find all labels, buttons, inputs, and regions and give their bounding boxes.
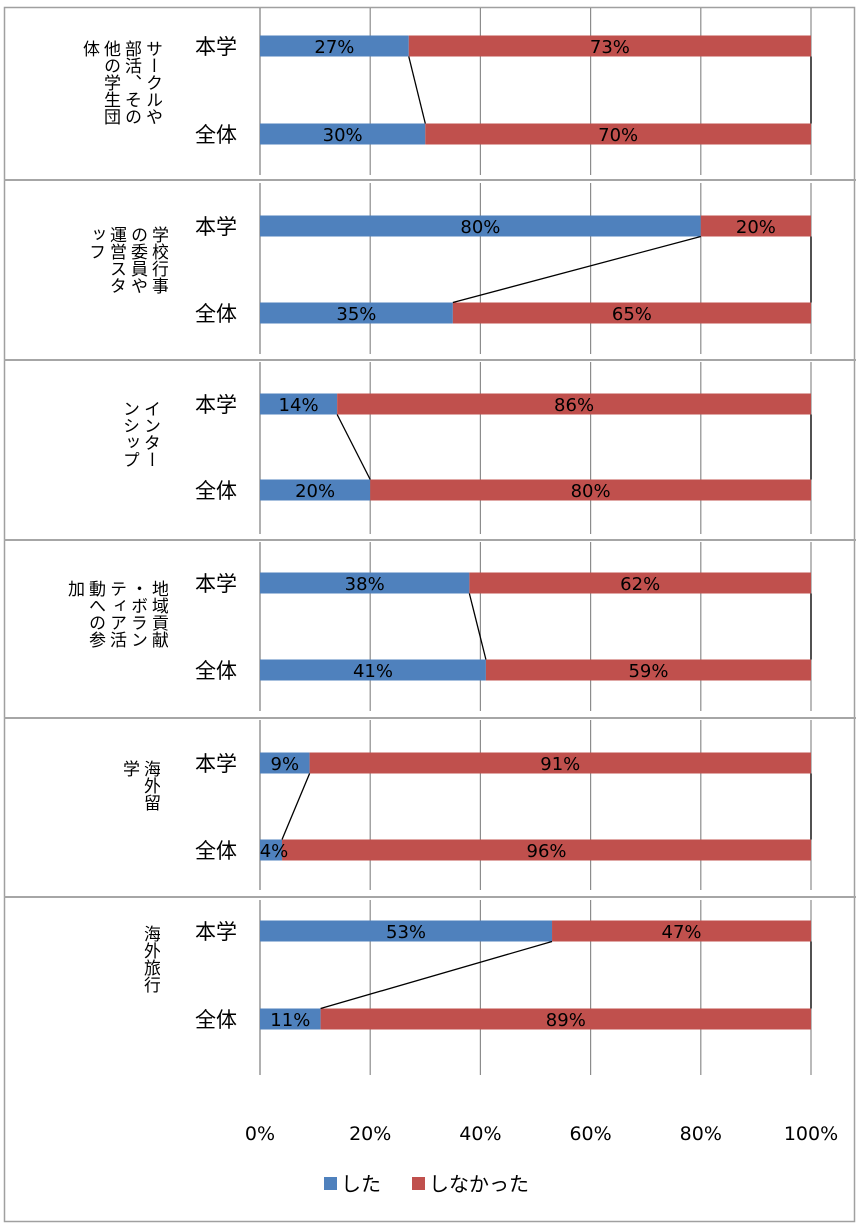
bar-segment-shinakatta bbox=[370, 479, 811, 501]
bar-segment-shinakatta bbox=[320, 1008, 811, 1030]
data-label: 4% bbox=[260, 841, 289, 862]
data-label: 80% bbox=[571, 481, 611, 502]
x-tick-label: 100% bbox=[784, 1123, 838, 1145]
series-line bbox=[336, 414, 371, 480]
row-label: 本学 bbox=[195, 215, 237, 239]
row-label: 全体 bbox=[195, 123, 237, 147]
data-label: 38% bbox=[345, 574, 385, 595]
row-label: 本学 bbox=[195, 920, 237, 944]
x-tick-label: 0% bbox=[245, 1123, 275, 1145]
row-label: 本学 bbox=[195, 393, 237, 417]
series-line bbox=[320, 940, 553, 1010]
series-line bbox=[408, 56, 426, 124]
data-label: 70% bbox=[598, 125, 638, 146]
bar-segment-shinakatta bbox=[309, 752, 811, 774]
bar-segment-shita bbox=[260, 1008, 321, 1030]
data-label: 89% bbox=[546, 1010, 586, 1031]
group-label: 海外留 学 bbox=[119, 760, 160, 811]
group-label-text: 地域貢献 ・ボラン ティア活 動への参 加 bbox=[64, 580, 168, 648]
legend-label: しなかった bbox=[429, 1172, 529, 1196]
row-label: 全体 bbox=[195, 302, 237, 326]
group-label-text: 海外旅行 bbox=[140, 925, 160, 993]
data-label: 59% bbox=[628, 661, 668, 682]
bar-segment-shinakatta bbox=[425, 123, 811, 145]
bar-segment-shita bbox=[260, 572, 470, 594]
row-label: 本学 bbox=[195, 572, 237, 596]
bar-segment-shita bbox=[260, 839, 283, 861]
data-label: 47% bbox=[662, 922, 702, 943]
group-label-text: 学校行事 の委員や 運営スタ ッフ bbox=[85, 226, 168, 294]
bar-segment-shita bbox=[260, 920, 553, 942]
series-line bbox=[468, 593, 487, 660]
bar-segment-shinakatta bbox=[552, 920, 811, 942]
bar-segment-shinakatta bbox=[700, 215, 811, 237]
bar-segment-shita bbox=[260, 35, 409, 57]
group-label-text: インター ンシップ bbox=[119, 400, 160, 468]
x-tick-label: 20% bbox=[349, 1123, 391, 1145]
data-label: 20% bbox=[736, 217, 776, 238]
bar-segment-shita bbox=[260, 215, 701, 237]
data-label: 27% bbox=[314, 37, 354, 58]
x-tick-label: 80% bbox=[680, 1123, 722, 1145]
row-label: 全体 bbox=[195, 659, 237, 683]
series-line bbox=[452, 235, 701, 304]
legend-label: した bbox=[341, 1172, 381, 1196]
bar-segment-shita bbox=[260, 393, 338, 415]
bar-segment-shinakatta bbox=[337, 393, 811, 415]
bar-segment-shita bbox=[260, 752, 310, 774]
row-label: 全体 bbox=[195, 479, 237, 503]
group-label: サークルや 部活、その 他の学生団 体 bbox=[79, 40, 162, 125]
row-label: 本学 bbox=[195, 752, 237, 776]
bar-segment-shita bbox=[260, 123, 426, 145]
bar-segment-shinakatta bbox=[282, 839, 811, 861]
group-label: 海外旅行 bbox=[140, 925, 160, 993]
data-label: 9% bbox=[271, 754, 300, 775]
data-label: 20% bbox=[295, 481, 335, 502]
x-tick-label: 60% bbox=[569, 1123, 611, 1145]
data-label: 80% bbox=[460, 217, 500, 238]
data-label: 35% bbox=[336, 304, 376, 325]
group-label: 地域貢献 ・ボラン ティア活 動への参 加 bbox=[64, 580, 168, 648]
data-label: 30% bbox=[323, 125, 363, 146]
row-label: 本学 bbox=[195, 35, 237, 59]
data-label: 91% bbox=[540, 754, 580, 775]
bar-segment-shinakatta bbox=[452, 302, 811, 324]
bar-segment-shita bbox=[260, 479, 371, 501]
legend-swatch bbox=[324, 1177, 337, 1190]
row-label: 全体 bbox=[195, 839, 237, 863]
data-label: 53% bbox=[386, 922, 426, 943]
bar-segment-shita bbox=[260, 659, 486, 681]
data-label: 62% bbox=[620, 574, 660, 595]
data-label: 11% bbox=[270, 1010, 310, 1031]
bar-segment-shinakatta bbox=[485, 659, 811, 681]
x-tick-label: 40% bbox=[459, 1123, 501, 1145]
data-label: 96% bbox=[527, 841, 567, 862]
data-label: 14% bbox=[279, 395, 319, 416]
data-label: 41% bbox=[353, 661, 393, 682]
data-label: 65% bbox=[612, 304, 652, 325]
bar-segment-shinakatta bbox=[469, 572, 811, 594]
data-label: 73% bbox=[590, 37, 630, 58]
series-line bbox=[281, 773, 311, 840]
bar-segment-shita bbox=[260, 302, 453, 324]
data-label: 86% bbox=[554, 395, 594, 416]
group-label: 学校行事 の委員や 運営スタ ッフ bbox=[85, 226, 168, 294]
row-label: 全体 bbox=[195, 1008, 237, 1032]
bar-segment-shinakatta bbox=[408, 35, 811, 57]
group-label: インター ンシップ bbox=[119, 400, 160, 468]
legend-swatch bbox=[412, 1177, 425, 1190]
group-label-text: 海外留 学 bbox=[119, 760, 160, 811]
group-label-text: サークルや 部活、その 他の学生団 体 bbox=[79, 40, 162, 125]
